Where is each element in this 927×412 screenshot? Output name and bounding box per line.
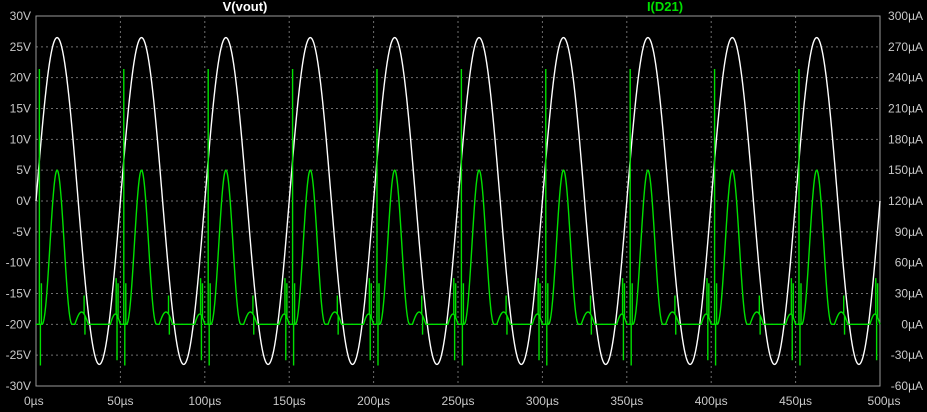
y-left-tick-label: -30V bbox=[6, 379, 31, 393]
y-left-tick-label: -5V bbox=[12, 225, 31, 239]
y-right-tick-label: 90µA bbox=[895, 225, 923, 239]
series-line-id21 bbox=[36, 69, 881, 366]
series-line-vout bbox=[35, 36, 881, 366]
y-right-tick-label: -30µA bbox=[891, 348, 923, 362]
y-left-tick-label: -15V bbox=[6, 287, 31, 301]
x-tick-label: 500µs bbox=[868, 394, 901, 408]
y-right-tick-label: 300µA bbox=[888, 9, 923, 23]
x-tick-label: 200µs bbox=[357, 394, 390, 408]
x-axis-ticks: 0µs 50µs 100µs 150µs 200µs 250µs 300µs 350µs 400… bbox=[24, 394, 900, 408]
x-tick-label: 450µs bbox=[779, 394, 812, 408]
legend-id21: I(D21) bbox=[647, 0, 683, 14]
y-left-axis-ticks: 30V 25V 20V 15V 10V 5V 0V -5V -10V -15V -20V -25V -3… bbox=[6, 9, 31, 393]
y-left-tick-label: 30V bbox=[10, 9, 31, 23]
y-left-tick-label: 20V bbox=[10, 71, 31, 85]
y-left-tick-label: 15V bbox=[10, 102, 31, 116]
y-right-tick-label: 240µA bbox=[888, 71, 923, 85]
y-left-tick-label: 5V bbox=[16, 163, 31, 177]
y-right-tick-label: 210µA bbox=[888, 102, 923, 116]
y-left-tick-label: -10V bbox=[6, 256, 31, 270]
y-right-tick-label: -60µA bbox=[891, 379, 923, 393]
y-left-tick-label: -20V bbox=[6, 317, 31, 331]
y-left-tick-label: 0V bbox=[16, 194, 31, 208]
y-right-tick-label: 0µA bbox=[901, 317, 923, 331]
x-tick-label: 300µs bbox=[526, 394, 559, 408]
y-right-tick-label: 60µA bbox=[895, 256, 923, 270]
x-tick-label: 50µs bbox=[107, 394, 133, 408]
y-left-tick-label: 10V bbox=[10, 132, 31, 146]
y-right-axis-ticks: 300µA 270µA 240µA 210µA 180µA 150µA 120µA 90µA 6… bbox=[888, 9, 923, 393]
x-tick-label: 250µs bbox=[442, 394, 475, 408]
y-right-tick-label: 120µA bbox=[888, 194, 923, 208]
x-tick-label: 150µs bbox=[273, 394, 306, 408]
y-left-tick-label: 25V bbox=[10, 40, 31, 54]
y-left-tick-label: -25V bbox=[6, 348, 31, 362]
y-right-tick-label: 180µA bbox=[888, 132, 923, 146]
y-right-tick-label: 150µA bbox=[888, 163, 923, 177]
y-right-tick-label: 30µA bbox=[895, 287, 923, 301]
x-tick-label: 350µs bbox=[610, 394, 643, 408]
x-tick-label: 0µs bbox=[24, 394, 44, 408]
legend-vout: V(vout) bbox=[223, 0, 268, 14]
x-tick-label: 400µs bbox=[695, 394, 728, 408]
x-tick-label: 100µs bbox=[188, 394, 221, 408]
y-right-tick-label: 270µA bbox=[888, 40, 923, 54]
